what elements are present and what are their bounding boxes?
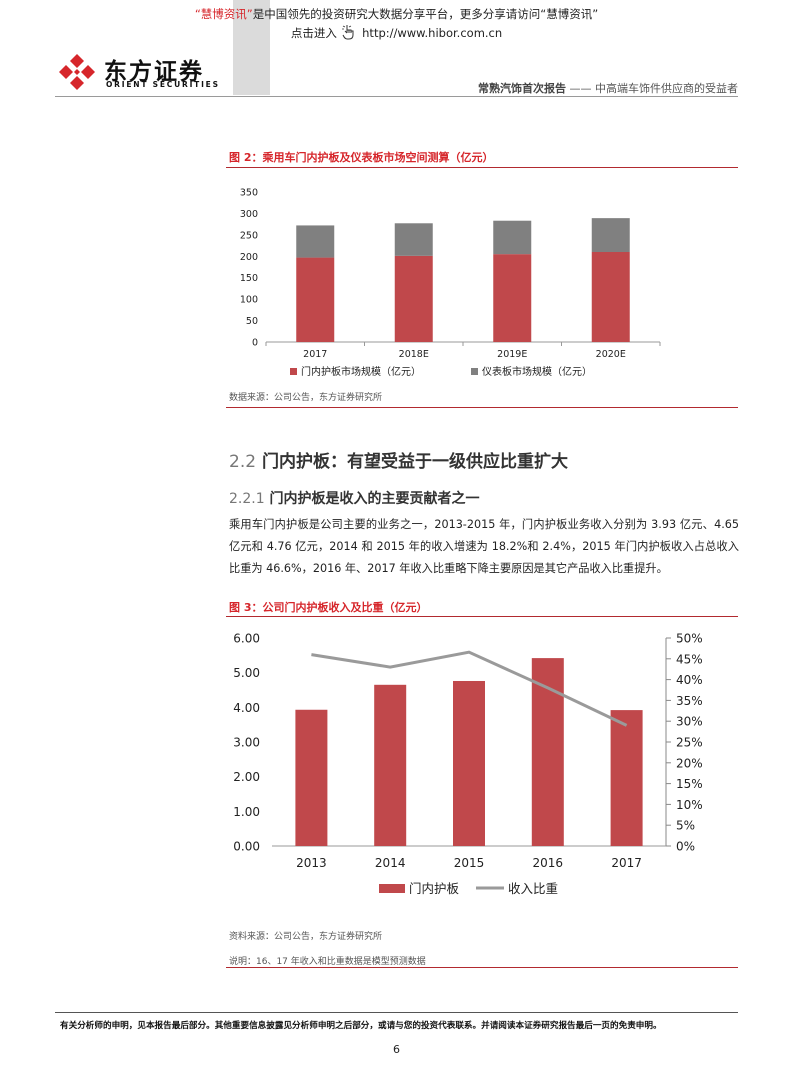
banner-brand: 慧博资讯 — [200, 7, 247, 21]
y-right-tick-label: 40% — [676, 673, 703, 687]
banner-link-line[interactable]: 点击进入 http://www.hibor.com.cn — [0, 24, 793, 43]
legend-label: 门内护板市场规模（亿元） — [301, 365, 421, 378]
bar-door-panel-revenue — [374, 684, 407, 846]
header-rule — [55, 96, 738, 97]
y-tick-label: 150 — [240, 273, 258, 284]
section-title: 门内护板：有望受益于一级供应比重扩大 — [261, 452, 568, 472]
bar-instrument-panel — [591, 218, 630, 252]
y-tick-label: 50 — [246, 316, 258, 327]
y-right-tick-label: 30% — [676, 715, 703, 729]
footer-disclaimer: 有关分析师的申明，见本报告最后部分。其他重要信息披露见分析师申明之后部分，或请与… — [60, 1021, 662, 1031]
y-left-tick-label: 3.00 — [233, 736, 260, 750]
header-dash: —— — [569, 82, 592, 95]
y-tick-label: 350 — [240, 188, 258, 199]
bar-instrument-panel — [493, 220, 532, 255]
y-left-tick-label: 4.00 — [233, 701, 260, 715]
footer-rule — [55, 1012, 738, 1013]
figure3-note: 说明：16、17 年收入和比重数据是模型预测数据 — [229, 957, 426, 967]
y-right-tick-label: 5% — [676, 819, 695, 833]
subsection-title: 门内护板是收入的主要贡献者之一 — [269, 491, 480, 507]
figure2-top-rule — [226, 167, 738, 168]
y-right-tick-label: 45% — [676, 652, 703, 666]
x-tick-label: 2020E — [596, 349, 626, 360]
y-left-tick-label: 5.00 — [233, 666, 260, 680]
banner-text: 是中国领先的投资研究大数据分享平台，更多分享请访问 — [252, 7, 541, 21]
y-left-tick-label: 0.00 — [233, 840, 260, 854]
bar-door-panel-revenue — [610, 710, 643, 846]
x-tick-label: 2017 — [303, 349, 327, 360]
y-left-tick-label: 1.00 — [233, 805, 260, 819]
legend-swatch — [471, 368, 478, 375]
legend-swatch — [290, 368, 297, 375]
banner-link-prefix: 点击进入 — [290, 26, 337, 40]
section-heading: 2.2 门内护板：有望受益于一级供应比重扩大 — [229, 447, 568, 472]
figure2-title: 图 2：乘用车门内护板及仪表板市场空间测算（亿元） — [229, 151, 494, 164]
figure3-bottom-rule — [226, 967, 738, 968]
y-right-tick-label: 15% — [676, 777, 703, 791]
legend-swatch-bar — [379, 884, 405, 893]
x-tick-label: 2019E — [497, 349, 527, 360]
banner-brand-2: “慧博资讯” — [540, 7, 599, 21]
y-tick-label: 0 — [252, 338, 258, 349]
report-header: 常熟汽饰首次报告 —— 中高端车饰件供应商的受益者 — [478, 80, 738, 96]
figure3-chart: 0.00 1.00 2.00 3.00 4.00 5.00 6.00 0% 5% 10% 15% 20… — [233, 632, 703, 897]
banner-quote-open: “ — [194, 7, 201, 21]
watermark-bar — [233, 0, 270, 95]
x-tick-label: 2014 — [375, 856, 406, 870]
x-tick-label: 2015 — [454, 856, 485, 870]
x-tick-label: 2013 — [296, 856, 327, 870]
logo-text-cn: 东方证券 — [104, 59, 204, 85]
banner-line: “慧博资讯”是中国领先的投资研究大数据分享平台，更多分享请访问“慧博资讯” — [0, 6, 793, 22]
subsection-heading: 2.2.1 门内护板是收入的主要贡献者之一 — [229, 488, 480, 508]
x-tick-label: 2018E — [399, 349, 429, 360]
y-right-tick-label: 50% — [676, 632, 703, 646]
bar-instrument-panel — [296, 225, 335, 258]
x-tick-label: 2016 — [533, 856, 564, 870]
figure3-source: 资料来源：公司公告，东方证券研究所 — [229, 932, 383, 942]
figure3-title: 图 3：公司门内护板收入及比重（亿元） — [229, 601, 428, 614]
bar-door-panel — [296, 257, 335, 342]
bar-instrument-panel — [394, 223, 433, 256]
subsection-number: 2.2.1 — [229, 491, 265, 507]
page-number: 6 — [393, 1043, 400, 1056]
x-tick-label: 2017 — [611, 856, 642, 870]
logo-text-en: ORIENT SECURITIES — [106, 80, 220, 89]
y-right-tick-label: 25% — [676, 736, 703, 750]
bar-door-panel — [394, 255, 433, 342]
figure2-source: 数据来源：公司公告，东方证券研究所 — [229, 393, 383, 403]
report-subtitle: 中高端车饰件供应商的受益者 — [595, 82, 738, 95]
bar-door-panel — [493, 254, 532, 342]
figure3-top-rule — [226, 616, 738, 617]
y-tick-label: 250 — [240, 230, 258, 241]
line-revenue-share — [311, 650, 628, 727]
banner-url[interactable]: http://www.hibor.com.cn — [362, 26, 503, 40]
bar-door-panel-revenue — [295, 709, 328, 846]
bar-door-panel-revenue — [453, 680, 485, 846]
y-tick-label: 100 — [240, 295, 258, 306]
y-tick-label: 200 — [240, 252, 258, 263]
body-paragraph: 乘用车门内护板是公司主要的业务之一，2013-2015 年，门内护板业务收入分别… — [229, 518, 739, 575]
orient-logo-icon — [57, 52, 97, 92]
section-number: 2.2 — [229, 452, 257, 472]
figure2-chart: 0 50 100 150 200 250 300 350 2017 2018E 2019E 2020E… — [240, 188, 661, 378]
hand-pointer-icon — [342, 24, 356, 43]
y-left-tick-label: 2.00 — [233, 770, 260, 784]
y-right-tick-label: 35% — [676, 694, 703, 708]
report-title: 常熟汽饰首次报告 — [478, 82, 566, 95]
bar-door-panel — [591, 252, 630, 342]
legend-label: 仪表板市场规模（亿元） — [482, 365, 592, 378]
y-right-tick-label: 0% — [676, 840, 695, 854]
y-left-tick-label: 6.00 — [233, 632, 260, 646]
y-tick-label: 300 — [240, 209, 258, 220]
legend-label-bar: 门内护板 — [409, 881, 460, 896]
figure2-bottom-rule — [226, 407, 738, 408]
banner-quote-close: ” — [246, 7, 253, 21]
y-right-tick-label: 10% — [676, 798, 703, 812]
legend-label-line: 收入比重 — [508, 881, 558, 896]
y-right-tick-label: 20% — [676, 756, 703, 770]
